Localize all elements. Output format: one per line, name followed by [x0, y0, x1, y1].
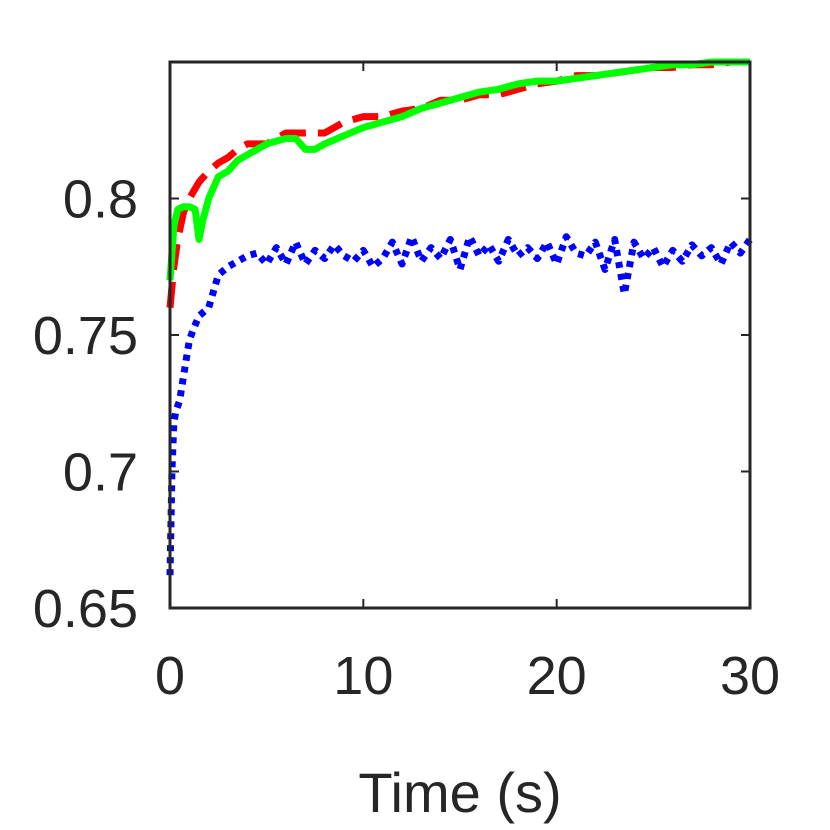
- x-axis-title: Time (s): [358, 761, 561, 824]
- y-tick-label: 0.75: [33, 306, 138, 366]
- x-tick-label: 10: [333, 646, 393, 706]
- series-line-2: [166, 58, 750, 281]
- series-line-3: [166, 233, 753, 576]
- y-tick-label: 0.65: [33, 579, 138, 639]
- x-tick-label: 0: [155, 646, 185, 706]
- x-tick-label: 30: [720, 646, 780, 706]
- series-layer: [166, 58, 753, 576]
- x-tick-label: 20: [527, 646, 587, 706]
- tick-layer: 0 10 20 30 0.65 0.7 0.75 0.8: [33, 62, 780, 706]
- y-tick-label: 0.8: [63, 170, 138, 230]
- y-tick-label: 0.7: [63, 443, 138, 503]
